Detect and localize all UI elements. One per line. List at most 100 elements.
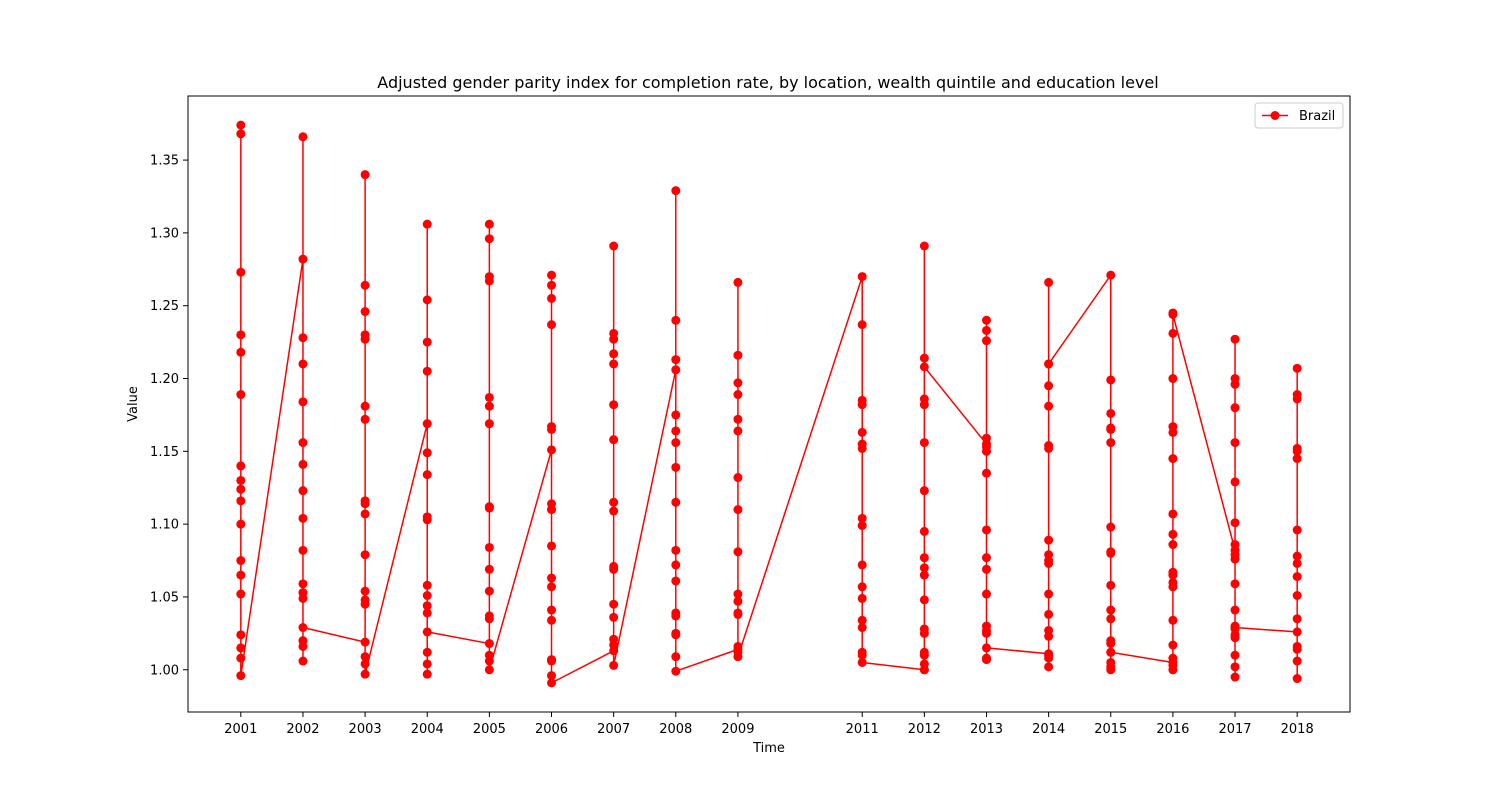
y-tick-label: 1.30 [150,226,179,241]
data-point [671,315,681,325]
data-point [547,656,557,666]
data-point [1230,623,1240,633]
data-point [1044,653,1054,663]
legend-marker [1270,111,1280,120]
data-point [298,486,308,496]
data-point [857,443,867,453]
data-point [857,320,867,330]
data-point [857,593,867,603]
data-point [857,272,867,282]
data-point [671,497,681,507]
data-point [981,525,991,535]
data-point [360,586,370,596]
data-point [1106,647,1116,657]
data-point [547,582,557,592]
x-tick-label: 2009 [721,722,754,737]
data-point [1230,334,1240,344]
data-point [1044,401,1054,411]
x-tick-label: 2005 [473,722,506,737]
data-point [1168,640,1178,650]
data-point [484,234,494,244]
x-tick-label: 2004 [411,722,444,737]
data-point [609,640,619,650]
data-point [360,652,370,662]
data-point [547,280,557,290]
data-point [919,553,929,563]
x-tick-label: 2018 [1281,722,1314,737]
data-point [671,462,681,472]
data-point [1044,662,1054,672]
data-point [422,601,432,611]
data-point [1292,627,1302,637]
data-point [298,132,308,142]
data-point [360,669,370,679]
data-point [298,545,308,555]
data-point [671,576,681,586]
data-point [609,349,619,359]
data-point [919,595,929,605]
data-point [981,336,991,346]
data-point [298,623,308,633]
data-point [981,628,991,638]
data-point [1168,653,1178,663]
data-point [547,605,557,615]
data-point [484,564,494,574]
data-point [1292,656,1302,666]
data-point [422,219,432,229]
data-point [609,506,619,516]
data-point [919,353,929,363]
x-tick-label: 2014 [1032,722,1065,737]
x-tick-label: 2003 [349,722,382,737]
data-point [1292,674,1302,684]
data-point [857,513,867,523]
data-point [298,438,308,448]
data-point [1044,381,1054,391]
data-point [981,564,991,574]
data-point [733,609,743,619]
data-point [857,650,867,660]
data-point [1044,609,1054,619]
data-point [484,586,494,596]
data-point [298,459,308,469]
data-point [857,427,867,437]
data-point [609,400,619,410]
plot-area [187,95,1351,713]
data-point [360,401,370,411]
data-point [671,666,681,676]
data-point [1168,328,1178,338]
data-point [1106,665,1116,675]
data-point [733,350,743,360]
data-point [360,659,370,669]
data-point [298,359,308,369]
data-point [1106,580,1116,590]
data-point [298,593,308,603]
data-point [733,589,743,599]
data-point [919,570,929,580]
data-point [1292,591,1302,600]
data-point [981,433,991,443]
data-point [919,563,929,573]
data-point [298,333,308,343]
data-point [733,473,743,483]
data-point [547,671,557,681]
data-point [1168,309,1178,319]
data-point [236,390,246,400]
data-point [547,615,557,625]
data-point [919,628,929,638]
data-point [1292,394,1302,404]
x-tick-label: 2013 [970,722,1003,737]
data-point [547,424,557,434]
x-tick-label: 2017 [1218,722,1251,737]
x-axis-title: Time [752,741,785,756]
data-point [919,438,929,448]
x-tick-label: 2012 [908,722,941,737]
data-point [857,582,867,592]
data-point [671,186,681,196]
data-point [484,401,494,411]
data-point [298,254,308,264]
data-point [981,553,991,563]
data-point [981,655,991,665]
x-tick-label: 2015 [1094,722,1127,737]
data-point [422,591,432,600]
